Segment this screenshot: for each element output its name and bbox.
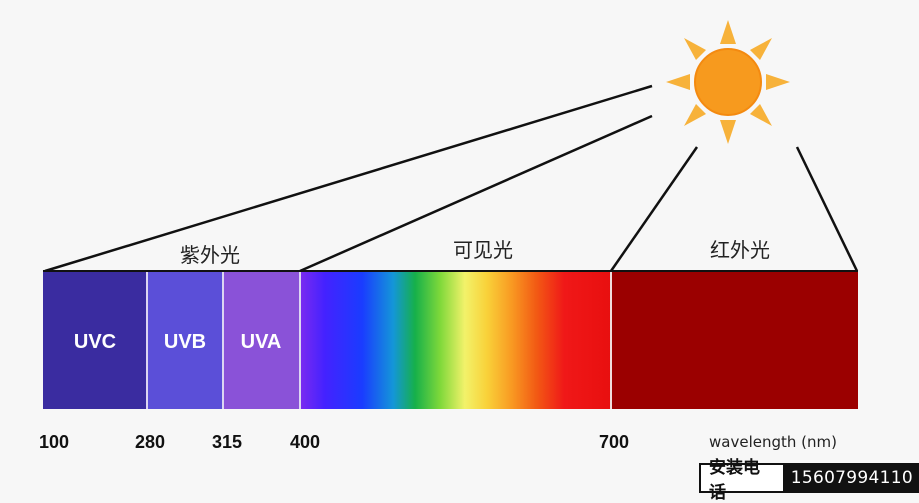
line-uv-visible [299,114,653,273]
axis-label: wavelength (nm) [709,433,837,451]
contact-label: 安装电话 [699,458,785,503]
group-label-visible: 可见光 [453,238,513,262]
tick-label-315: 315 [212,432,242,452]
band-visible [300,271,611,409]
contact-box: 安装电话 15607994110 [699,458,919,503]
tick-label-100: 100 [39,432,69,452]
line-ir-right [795,146,859,272]
tick-label-400: 400 [290,432,320,452]
band-label-uvc: UVC [74,331,116,353]
group-label-uv: 紫外光 [180,243,240,267]
band-uvb [147,271,223,409]
tick-label-280: 280 [135,432,165,452]
projection-lines [44,84,859,273]
spectrum-strip [43,270,858,409]
band-uvc [43,271,147,409]
band-infrared [611,271,858,409]
tick-label-700: 700 [599,432,629,452]
contact-phone: 15607994110 [784,463,919,493]
band-uva [223,271,300,409]
sun-icon [666,20,790,144]
line-visible-ir [609,146,699,272]
line-uv-left [44,84,653,273]
group-label-infrared: 红外光 [710,238,770,262]
band-label-uvb: UVB [164,331,206,353]
band-label-uva: UVA [241,331,282,353]
